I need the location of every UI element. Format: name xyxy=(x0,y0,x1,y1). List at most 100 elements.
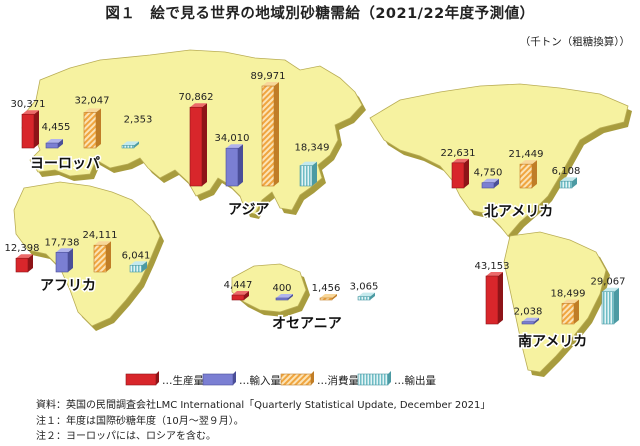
bar-side xyxy=(464,158,469,188)
value-label: 24,111 xyxy=(83,230,118,241)
bar-side xyxy=(238,144,243,186)
value-label: 1,456 xyxy=(312,283,341,294)
bar-top xyxy=(232,291,249,296)
bar-production-4 xyxy=(231,291,249,301)
bar-top xyxy=(452,158,469,163)
bar-front xyxy=(485,275,499,325)
bar-side xyxy=(134,141,139,148)
bar-side xyxy=(68,248,73,272)
bar-front xyxy=(559,180,573,189)
bar-side xyxy=(370,292,375,300)
bar-export-1 xyxy=(299,161,317,187)
value-label: 43,153 xyxy=(475,261,510,272)
bar-consumption-5 xyxy=(561,299,579,325)
bar-import-2 xyxy=(481,178,499,189)
bar-top xyxy=(522,317,539,322)
bar-consumption-1 xyxy=(261,82,279,187)
value-label: 21,449 xyxy=(509,149,544,160)
bar-side xyxy=(574,299,579,324)
value-label: 34,010 xyxy=(215,133,250,144)
value-label: 400 xyxy=(272,283,291,294)
bar-side xyxy=(288,294,293,300)
value-label: 29,067 xyxy=(591,277,626,288)
bar-top xyxy=(320,294,337,298)
region-name: オセアニア xyxy=(272,316,342,332)
value-labels-layer: 30,371 4,455 32,047 2,353 70,862 34,010 89,971… xyxy=(5,71,626,318)
bar-side xyxy=(96,108,101,148)
bar-consumption-2 xyxy=(519,160,537,189)
bar-consumption-3 xyxy=(93,241,111,273)
unit-label: （千トン（粗糖換算）） xyxy=(519,36,630,48)
value-label: 2,038 xyxy=(514,307,543,318)
bar-front xyxy=(481,182,495,189)
bar-front xyxy=(601,291,615,325)
region-name: 南アメリカ xyxy=(518,333,587,350)
bar-top xyxy=(22,110,39,115)
legend-label: …輸出量 xyxy=(394,374,436,387)
region-name: アフリカ xyxy=(40,278,96,294)
bar-front xyxy=(189,106,203,187)
bar-side xyxy=(58,139,63,148)
legend-item-export: …輸出量 xyxy=(357,371,436,387)
bar-top xyxy=(122,141,139,146)
bar-top xyxy=(486,272,503,277)
bar-top xyxy=(56,248,73,253)
bar-front xyxy=(519,163,533,189)
bar-side xyxy=(498,272,503,324)
value-label: 4,447 xyxy=(224,280,253,291)
bar-production-2 xyxy=(451,158,469,189)
bar-side xyxy=(202,103,207,186)
legend-swatch-side xyxy=(311,371,314,385)
value-label: 4,750 xyxy=(474,168,503,179)
bar-top xyxy=(84,108,101,113)
region-name: 北アメリカ xyxy=(484,204,553,220)
legend-swatch-side xyxy=(156,371,159,385)
legend-swatch xyxy=(280,373,312,386)
bar-side xyxy=(534,317,539,324)
bar-side xyxy=(106,241,111,272)
bar-top xyxy=(130,261,147,266)
legend-label: …輸入量 xyxy=(239,374,281,387)
bar-side xyxy=(532,160,537,188)
value-label: 70,862 xyxy=(179,92,214,103)
value-label: 18,349 xyxy=(295,143,330,154)
bar-export-5 xyxy=(601,287,619,325)
bar-front xyxy=(561,303,575,325)
bar-top xyxy=(562,299,579,304)
bar-side xyxy=(274,82,279,186)
legend-item-consumption: …消費量 xyxy=(280,371,359,387)
bars-layer xyxy=(15,82,619,325)
bar-production-5 xyxy=(485,272,503,325)
bar-production-3 xyxy=(15,254,33,273)
legend-swatch xyxy=(357,373,389,386)
bar-side xyxy=(312,161,317,186)
bar-front xyxy=(275,297,289,301)
value-label: 17,738 xyxy=(45,237,80,248)
value-label: 18,499 xyxy=(551,288,586,299)
bar-import-3 xyxy=(55,248,73,273)
value-label: 2,353 xyxy=(124,114,153,125)
bar-production-0 xyxy=(21,110,39,149)
bar-top xyxy=(300,161,317,166)
bar-import-5 xyxy=(521,317,539,325)
bar-front xyxy=(55,251,69,273)
region-name: アジア xyxy=(228,202,269,218)
bar-top xyxy=(602,287,619,292)
bar-top xyxy=(190,103,207,108)
legend-item-production: …生産量 xyxy=(125,371,204,387)
bar-front xyxy=(15,257,29,273)
bar-top xyxy=(482,178,499,183)
map-north-america xyxy=(369,83,629,237)
value-label: 89,971 xyxy=(251,71,286,82)
bar-top xyxy=(520,160,537,165)
bar-side xyxy=(332,294,337,300)
bar-side xyxy=(28,254,33,272)
bar-front xyxy=(129,264,143,273)
bar-import-0 xyxy=(45,139,63,149)
legend-swatch xyxy=(202,373,234,386)
bar-front xyxy=(319,297,333,301)
bar-top xyxy=(94,241,111,246)
bar-front xyxy=(261,85,275,187)
bar-import-4 xyxy=(275,294,293,301)
